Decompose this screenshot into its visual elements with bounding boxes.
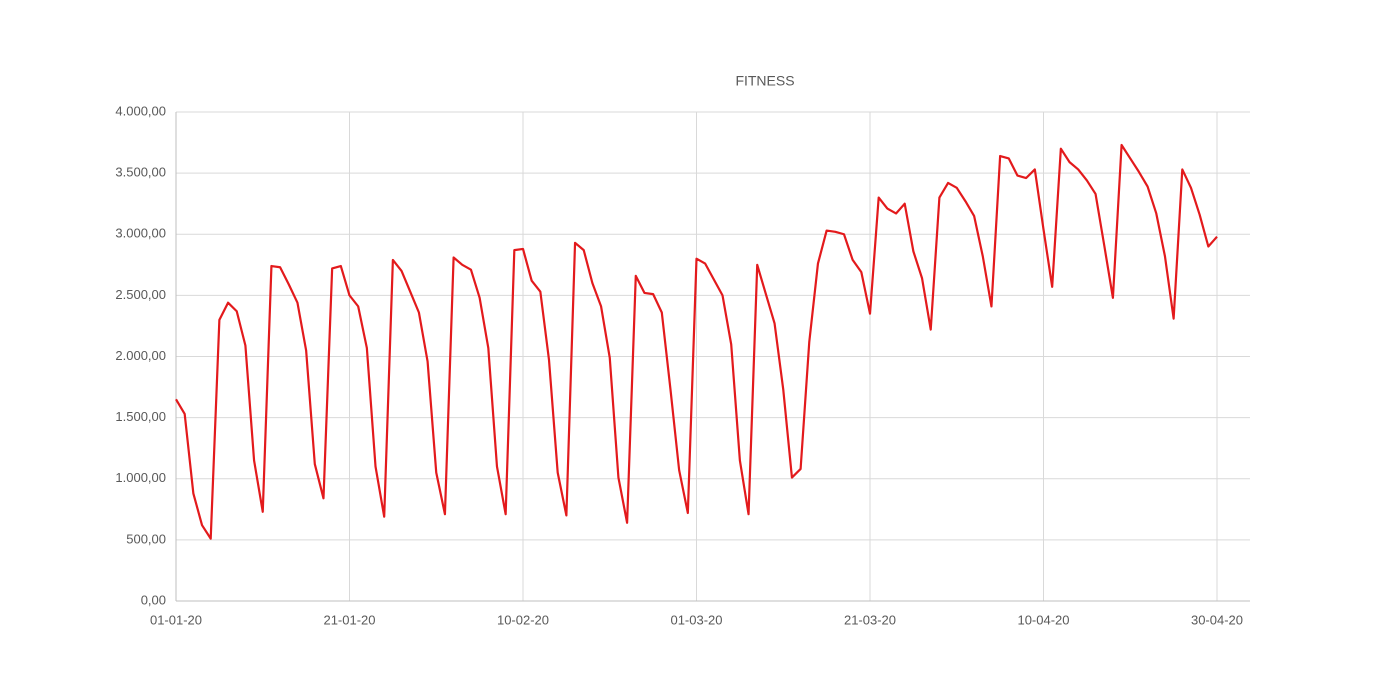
- y-tick-label: 2.000,00: [115, 348, 166, 363]
- x-tick-label: 01-01-20: [150, 612, 202, 627]
- y-tick-label: 0,00: [141, 592, 166, 607]
- y-tick-label: 3.000,00: [115, 226, 166, 241]
- y-tick-label: 3.500,00: [115, 165, 166, 180]
- x-tick-label: 21-01-20: [323, 612, 375, 627]
- x-tick-label: 01-03-20: [670, 612, 722, 627]
- y-tick-label: 4.000,00: [115, 103, 166, 118]
- x-tick-label: 21-03-20: [844, 612, 896, 627]
- x-tick-label: 30-04-20: [1191, 612, 1243, 627]
- chart-title: FITNESS: [735, 73, 794, 89]
- y-tick-label: 1.000,00: [115, 470, 166, 485]
- y-tick-label: 1.500,00: [115, 409, 166, 424]
- line-series: [175, 143, 1218, 540]
- x-tick-label: 10-02-20: [497, 612, 549, 627]
- y-tick-label: 2.500,00: [115, 287, 166, 302]
- y-tick-label: 500,00: [126, 531, 166, 546]
- x-tick-label: 10-04-20: [1017, 612, 1069, 627]
